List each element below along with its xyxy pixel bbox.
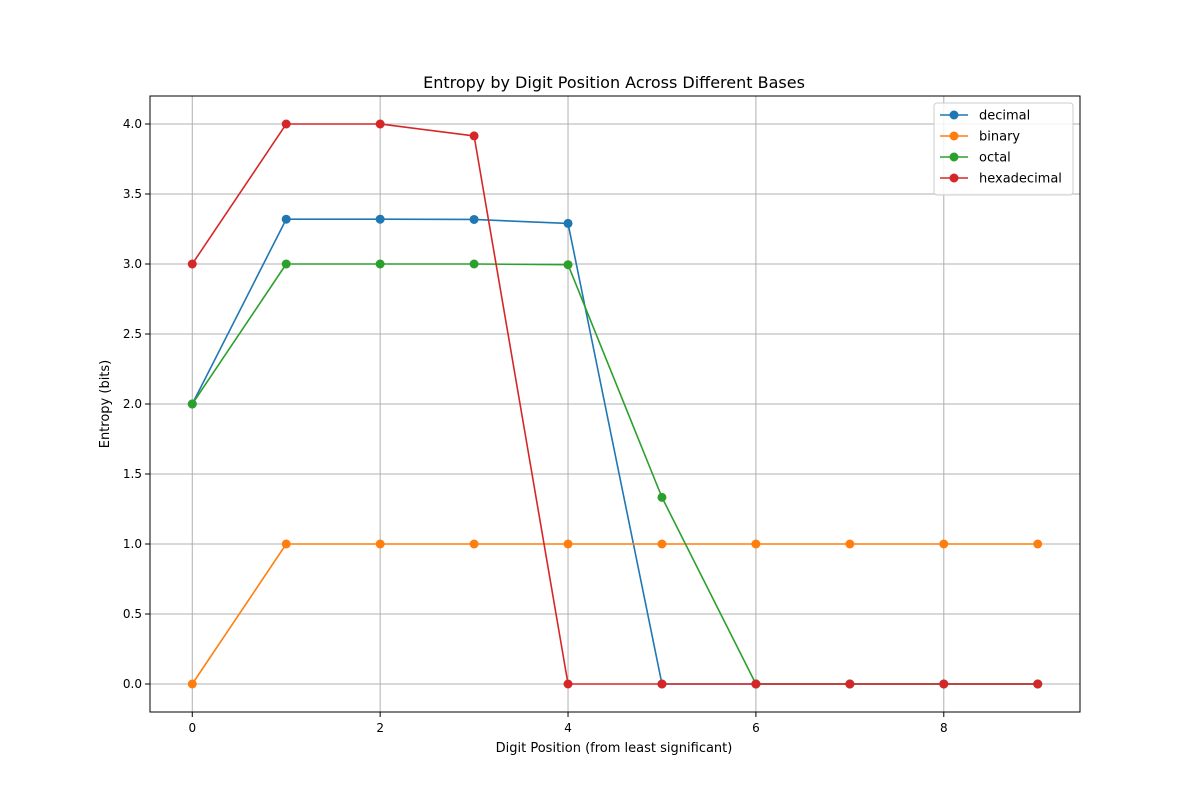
data-point-hexadecimal [939,679,949,689]
chart-title: Entropy by Digit Position Across Differe… [423,73,805,92]
data-point-decimal [469,214,479,224]
x-tick-label: 0 [188,721,196,735]
y-tick-label: 1.5 [123,467,142,481]
data-point-hexadecimal [187,259,197,269]
legend-item-binary: binary [940,130,1020,145]
legend-marker-swatch [949,173,959,183]
legend-item-octal: octal [940,151,1011,166]
data-point-hexadecimal [375,119,385,129]
data-point-binary [657,539,667,549]
legend-item-hexadecimal: hexadecimal [940,172,1062,187]
series-hexadecimal [187,119,1043,689]
legend-marker-swatch [949,131,959,141]
data-point-decimal [375,214,385,224]
data-point-octal [375,259,385,269]
y-tick-label: 2.0 [123,397,142,411]
y-tick-label: 4.0 [123,117,142,131]
data-point-octal [563,260,573,270]
data-point-binary [751,539,761,549]
x-tick-label: 4 [564,721,572,735]
legend-box [933,102,1074,196]
data-point-binary [1033,539,1043,549]
legend: decimal binary octal hexadecimal [933,102,1074,196]
y-tick-label: 3.0 [123,257,142,271]
legend-item-decimal: decimal [940,109,1030,124]
data-point-decimal [563,218,573,228]
data-point-binary [563,539,573,549]
data-point-binary [187,679,197,689]
data-point-decimal [281,214,291,224]
data-point-octal [281,259,291,269]
data-point-hexadecimal [1033,679,1043,689]
data-point-octal [657,492,667,502]
y-tick-label: 0.5 [123,607,142,621]
data-point-hexadecimal [657,679,667,689]
x-tick-label: 2 [376,721,384,735]
y-tick-label: 0.0 [123,677,142,691]
data-point-hexadecimal [563,679,573,689]
x-axis-label: Digit Position (from least significant) [496,741,733,756]
data-point-binary [281,539,291,549]
legend-label: binary [979,130,1020,145]
data-point-binary [469,539,479,549]
legend-marker-swatch [949,152,959,162]
y-axis-label: Entropy (bits) [98,360,113,449]
series-line-hexadecimal [191,123,1038,685]
data-point-hexadecimal [751,679,761,689]
legend-label: decimal [979,109,1030,124]
x-tick-label: 6 [752,721,760,735]
data-point-hexadecimal [469,131,479,141]
y-tick-label: 3.5 [123,187,142,201]
data-point-binary [939,539,949,549]
data-point-binary [375,539,385,549]
data-point-octal [187,399,197,409]
axes: 0 2 4 6 8 0.0 0.5 1.0 1.5 2.0 2.5 3.0 3.5 4.0 [123,117,948,735]
legend-label: octal [979,151,1011,166]
data-point-binary [845,539,855,549]
series-lines [187,119,1043,689]
legend-label: hexadecimal [979,172,1062,187]
legend-marker-swatch [949,110,959,120]
series-line-binary [191,543,1038,685]
y-tick-label: 2.5 [123,327,142,341]
data-point-hexadecimal [845,679,855,689]
x-tick-label: 8 [940,721,948,735]
data-point-hexadecimal [281,119,291,129]
series-binary [187,539,1043,689]
data-point-octal [469,259,479,269]
y-tick-label: 1.0 [123,537,142,551]
